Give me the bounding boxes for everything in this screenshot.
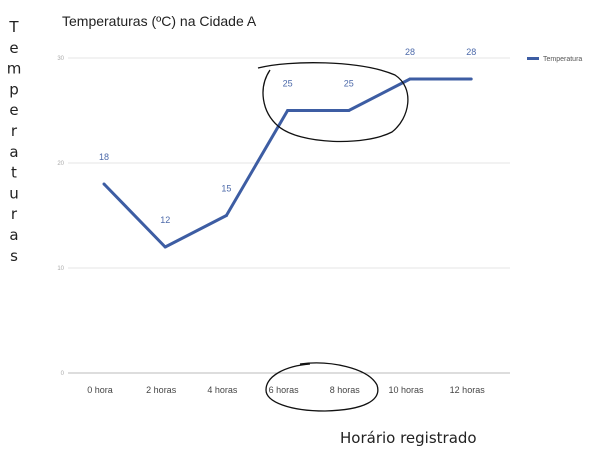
- y-tick-labels: 0 10 20 30: [57, 56, 64, 377]
- data-point: [469, 77, 473, 81]
- y-axis-label-letter: a: [9, 226, 18, 244]
- data-label: 28: [405, 47, 415, 57]
- y-axis-label-letter: p: [9, 80, 19, 98]
- x-tick-label: 2 horas: [146, 385, 177, 395]
- annotation-circle-points: [257, 62, 409, 143]
- legend-label: Temperatura: [543, 56, 582, 63]
- series-lines: [102, 77, 473, 249]
- y-axis-label-letter: t: [11, 164, 17, 182]
- data-label: 15: [221, 184, 231, 194]
- x-tick-label: 4 horas: [207, 385, 238, 395]
- y-axis-label-letter: e: [9, 39, 18, 57]
- data-label: 18: [99, 152, 109, 162]
- annotation-circle-xlabels: [265, 362, 379, 412]
- legend: Temperatura: [527, 56, 582, 63]
- legend-swatch: [527, 57, 539, 60]
- data-label: 25: [283, 79, 293, 89]
- x-tick-label: 0 hora: [87, 385, 113, 395]
- y-tick-label: 30: [57, 56, 64, 62]
- gridlines: [68, 57, 510, 374]
- y-tick-label: 20: [57, 161, 64, 167]
- y-axis-label-letter: r: [11, 122, 18, 140]
- y-axis-label-letter: r: [11, 205, 18, 223]
- data-label: 28: [466, 47, 476, 57]
- x-tick-label: 12 horas: [450, 385, 486, 395]
- y-axis-label: Temperaturas: [7, 18, 22, 265]
- data-point: [102, 182, 106, 186]
- data-label: 12: [160, 215, 170, 225]
- x-tick-label: 10 horas: [388, 385, 424, 395]
- data-point: [408, 77, 412, 81]
- data-point: [163, 245, 167, 249]
- data-labels: 18 12 15 25 25 28 28: [99, 47, 476, 225]
- data-label: 25: [344, 79, 354, 89]
- x-axis-label: Horário registrado: [340, 429, 477, 447]
- y-axis-label-letter: s: [10, 247, 18, 265]
- data-point: [286, 109, 290, 112]
- y-axis-label-letter: T: [8, 18, 19, 36]
- y-tick-label: 0: [61, 371, 65, 377]
- x-tick-label: 8 horas: [330, 385, 361, 395]
- data-point: [347, 109, 351, 112]
- x-tick-label: 6 horas: [269, 385, 300, 395]
- y-axis-label-letter: u: [9, 184, 19, 202]
- y-tick-label: 10: [57, 266, 64, 272]
- y-axis-label-letter: e: [9, 101, 18, 119]
- y-axis-label-letter: a: [9, 143, 18, 161]
- data-point: [224, 214, 228, 217]
- x-tick-labels: 0 hora 2 horas 4 horas 6 horas 8 horas 10 hor…: [87, 385, 485, 395]
- y-axis-label-letter: m: [7, 60, 22, 78]
- chart-title: Temperaturas (ºC) na Cidade A: [62, 13, 257, 29]
